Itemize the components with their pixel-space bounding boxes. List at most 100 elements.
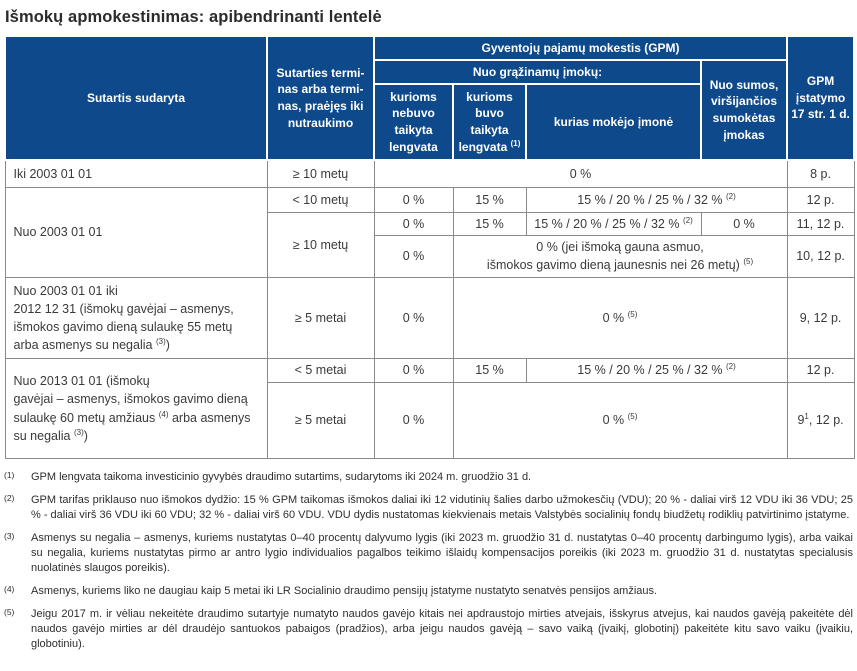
- footnote-text: Asmenys su negalia – asmenys, kuriems nu…: [31, 531, 853, 574]
- sutartis-text: ): [83, 428, 88, 443]
- footnote-ref-5: (5): [627, 412, 638, 422]
- cell-nebuvo: 0 %: [373, 382, 454, 459]
- tax-summary-table: Sutartis sudaryta Sutarties termi- nas a…: [4, 35, 856, 459]
- cell-buvo: 15 %: [452, 212, 527, 237]
- cell-nebuvo: 0 %: [373, 187, 454, 214]
- sutartis-text: gavėjai – asmenys, išmokos gavimo dieną …: [13, 392, 248, 425]
- table-row: Nuo 2003 01 01 < 10 metų 0 % 15 % 15 % /…: [4, 187, 855, 278]
- table-row: 0 % 0 % (jei išmoką gauna asmuo, išmokos…: [5, 235, 855, 278]
- col-header-gpm-istatymo: GPM įstatymo 17 str. 1 d.: [786, 35, 856, 161]
- cell-imone: 15 % / 20 % / 25 % / 32 % (2): [525, 187, 788, 214]
- footnote: (5) Jeigu 2017 m. ir vėliau nekeitėte dr…: [4, 607, 853, 652]
- sutartis-text: ): [165, 337, 170, 352]
- cell-sutartis: Nuo 2003 01 01 iki 2012 12 31 (išmokų ga…: [4, 276, 268, 359]
- cell-gpm-merged: 0 % (jei išmoką gauna asmuo, išmokos gav…: [452, 235, 788, 278]
- cell-punktas: 10, 12 p.: [786, 235, 855, 278]
- rate-text: 0 %: [602, 413, 625, 428]
- cell-punktas: 8 p.: [786, 159, 855, 189]
- rate-line: išmokos gavimo dieną jaunesnis nei 26 me…: [486, 258, 740, 273]
- page-title: Išmokų apmokestinimas: apibendrinanti le…: [5, 8, 382, 26]
- footnote: (1) GPM lengvata taikoma investicinio gy…: [4, 470, 853, 485]
- cell-punktas: 9, 12 p.: [786, 276, 855, 359]
- cell-nebuvo: 0 %: [373, 358, 454, 383]
- footnote-marker: (3): [4, 530, 15, 541]
- cell-punktas: 12 p.: [786, 358, 855, 383]
- footnote-marker: (5): [4, 606, 15, 617]
- header-line: nas arba termi-: [277, 82, 364, 97]
- col-header-sutarties-terminas: Sutarties termi- nas arba termi- nas, pr…: [266, 35, 375, 161]
- footnote-ref-3: (3): [73, 427, 84, 437]
- cell-terminas: ≥ 10 metų: [266, 212, 375, 278]
- table-body: Iki 2003 01 01 ≥ 10 metų 0 % 8 p. Nuo 20…: [4, 159, 855, 459]
- rate-text: 15 % / 20 % / 25 % / 32 %: [534, 217, 680, 232]
- cell-nebuvo: 0 %: [373, 276, 454, 359]
- footnote-marker: (4): [4, 583, 15, 594]
- footnote-ref-2: (2): [725, 362, 736, 372]
- rate-text: 15 % / 20 % / 25 % / 32 %: [577, 363, 723, 378]
- cell-terminas: ≥ 5 metai: [266, 382, 375, 459]
- cell-terminas: < 5 metai: [266, 358, 375, 383]
- cell-imone: 15 % / 20 % / 25 % / 32 % (2): [525, 358, 788, 383]
- footnote-text: Jeigu 2017 m. ir vėliau nekeitėte draudi…: [31, 607, 853, 650]
- sutartis-text: 2012 12 31 (išmokų gavėjai – asmenys, iš…: [13, 301, 234, 352]
- header-line: nas, praėjęs iki: [277, 99, 364, 113]
- col-header-nebuvo-taikyta-lengvata: kurioms nebuvo taikyta lengvata: [373, 83, 454, 161]
- col-group-gpm: Gyventojų pajamų mokestis (GPM): [372, 35, 789, 61]
- cell-nebuvo: 0 %: [373, 212, 454, 237]
- header-text: kurioms buvo taikyta lengvata: [458, 89, 513, 154]
- footnote-marker: (1): [4, 470, 15, 480]
- cell-gpm-merged: 0 % (5): [452, 382, 788, 459]
- table-row: Nuo 2013 01 01 (išmokų gavėjai – asmenys…: [4, 358, 855, 459]
- cell-buvo: 15 %: [452, 187, 527, 214]
- footnote: (3) Asmenys su negalia – asmenys, kuriem…: [4, 531, 853, 576]
- sutartis-text: arba asmenys su negalia: [13, 410, 251, 443]
- table-row: Nuo 2003 01 01 iki 2012 12 31 (išmokų ga…: [4, 276, 855, 359]
- cell-punktas: 12 p.: [786, 187, 855, 214]
- table-row: Iki 2003 01 01 ≥ 10 metų 0 % 8 p.: [4, 159, 855, 189]
- cell-nebuvo: 0 %: [373, 235, 454, 278]
- table-header: Sutartis sudaryta Sutarties termi- nas a…: [4, 35, 856, 161]
- cell-gpm-merged: 0 % (5): [452, 276, 788, 359]
- cell-terminas: ≥ 10 metų: [266, 159, 375, 189]
- footnote-ref-2: (2): [682, 215, 693, 225]
- col-group-nuo-grazinamu-imoku: Nuo grąžinamų įmokų:: [373, 59, 702, 85]
- cell-punktas: 91, 12 p.: [786, 382, 855, 459]
- footnote-ref-5: (5): [627, 309, 638, 319]
- footnote: (2) GPM tarifas priklauso nuo išmokos dy…: [4, 493, 853, 523]
- table-row: ≥ 5 metai 0 % 0 % (5) 91, 12 p.: [5, 382, 855, 459]
- cell-sutartis: Nuo 2003 01 01: [4, 187, 268, 278]
- cell-nuo-sumos: 0 %: [700, 212, 788, 237]
- header-line: Sutarties termi-: [276, 65, 365, 80]
- punktas-text: , 12 p.: [808, 413, 844, 428]
- footnote-text: GPM tarifas priklauso nuo išmokos dydžio…: [31, 493, 853, 521]
- cell-imone: 15 % / 20 % / 25 % / 32 % (2): [525, 212, 702, 237]
- rate-line: 0 % (jei išmoką gauna asmuo,: [536, 240, 704, 255]
- footnote-text: Asmenys, kuriems liko ne daugiau kaip 5 …: [31, 584, 658, 597]
- footnote-ref-1: (1): [510, 138, 521, 148]
- table-row: ≥ 10 metų 0 % 15 % 15 % / 20 % / 25 % / …: [5, 212, 855, 278]
- footnotes-section: (1) GPM lengvata taikoma investicinio gy…: [4, 470, 853, 652]
- sutartis-line: Nuo 2013 01 01 (išmokų: [13, 374, 150, 389]
- col-header-buvo-taikyta-lengvata: kurioms buvo taikyta lengvata (1): [452, 83, 527, 161]
- cell-terminas: < 10 metų: [266, 187, 375, 214]
- footnote-ref-3: (3): [155, 336, 166, 346]
- sutartis-line: Nuo 2003 01 01 iki: [13, 283, 118, 298]
- footnote-ref-5: (5): [743, 257, 754, 267]
- cell-sutartis: Iki 2003 01 01: [4, 159, 268, 189]
- footnote-marker: (2): [4, 492, 15, 503]
- col-header-kurias-mokejo-imone: kurias mokėjo įmonė: [525, 83, 702, 161]
- col-header-nuo-sumos: Nuo sumos, viršijančios sumokėtas įmokas: [699, 59, 789, 161]
- footnote: (4) Asmenys, kuriems liko ne daugiau kai…: [4, 584, 853, 599]
- footnote-ref-4: (4): [158, 409, 169, 419]
- cell-terminas: ≥ 5 metai: [266, 276, 375, 359]
- cell-gpm-all: 0 %: [373, 159, 788, 189]
- footnote-ref-2: (2): [725, 191, 736, 201]
- footnote-text: GPM lengvata taikoma investicinio gyvybė…: [31, 471, 532, 483]
- cell-sutartis: Nuo 2013 01 01 (išmokų gavėjai – asmenys…: [4, 358, 268, 459]
- col-header-sutartis-sudaryta: Sutartis sudaryta: [4, 35, 268, 161]
- rate-text: 15 % / 20 % / 25 % / 32 %: [577, 193, 723, 208]
- cell-buvo: 15 %: [452, 358, 527, 383]
- punktas-text: 9: [797, 413, 805, 428]
- punktas-sup: 1: [804, 412, 809, 422]
- cell-punktas: 11, 12 p.: [786, 212, 855, 237]
